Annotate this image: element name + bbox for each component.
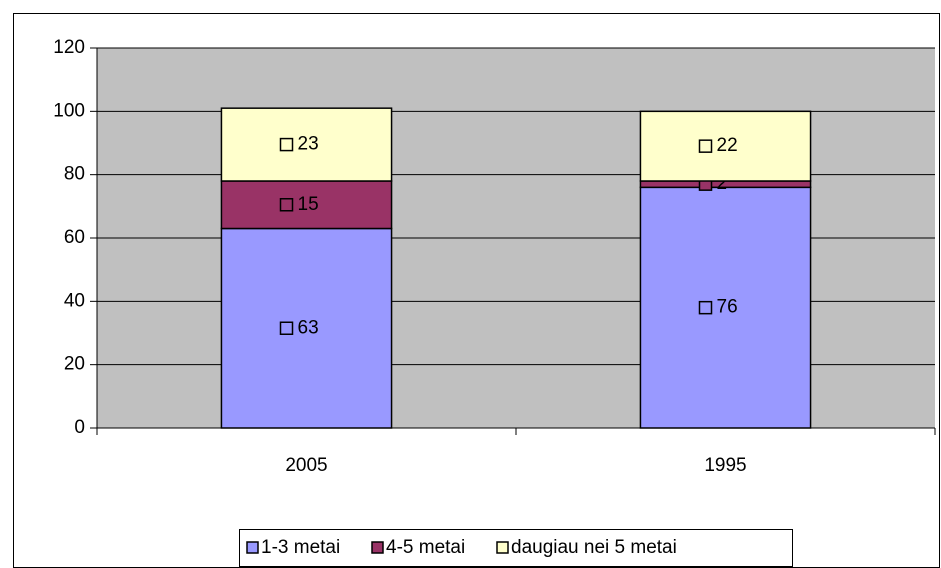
y-tick-label: 100 [53,100,85,121]
y-tick-label: 0 [74,417,85,438]
bar-segment [220,180,393,230]
y-tick-label: 40 [64,290,85,311]
data-label-key [279,137,294,152]
data-label-key [279,198,294,212]
data-label: 23 [298,134,319,155]
legend-label: daugiau nei 5 metai [511,537,677,558]
bar-segment [220,107,393,182]
x-tick-label: 1995 [704,455,746,476]
y-tick-label: 80 [64,164,85,185]
legend-key [246,541,259,554]
y-tick-label: 60 [64,227,85,248]
legend-key [371,541,384,554]
data-label: 76 [717,297,738,318]
bar-segment [639,186,812,429]
legend-label: 1-3 metai [261,537,340,558]
y-tick-label: 20 [64,354,85,375]
bar-segment [220,227,393,429]
legend-key [496,541,509,554]
legend-label: 4-5 metai [386,537,465,558]
data-label: 22 [717,135,738,156]
y-tick-label: 120 [53,37,85,58]
data-label: 63 [298,317,319,338]
legend-box [239,529,793,567]
data-label: 15 [298,194,319,215]
data-label-key [698,139,713,153]
x-tick-label: 2005 [285,455,327,476]
bar-segment [639,110,812,182]
data-label-key [279,321,294,335]
data-label-key [698,300,713,315]
data-label: 2 [717,173,728,194]
